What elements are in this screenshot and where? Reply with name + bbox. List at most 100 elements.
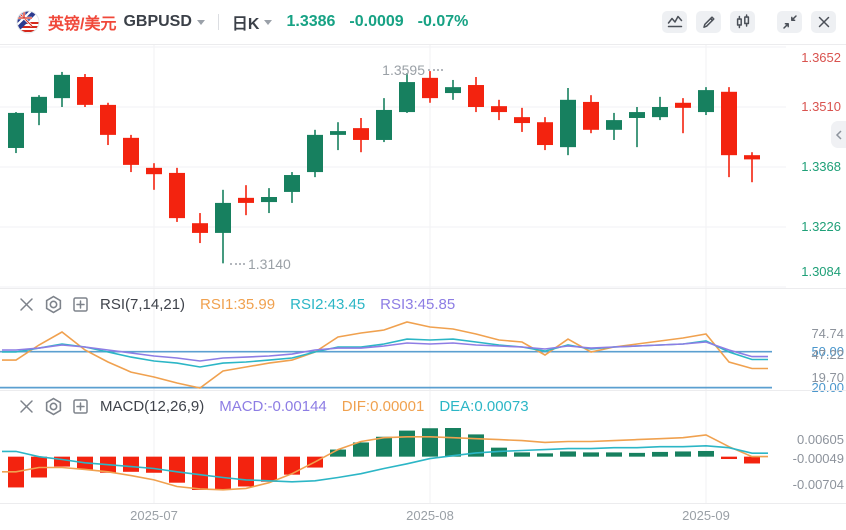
candle-body[interactable] [100,104,116,135]
macd-bar[interactable] [583,452,599,457]
symbol-selector[interactable]: GBPUSD [123,13,205,31]
expand-plus-icon [73,296,88,312]
candlestick-button[interactable] [730,11,755,33]
rsi-expand-button[interactable] [72,296,89,313]
collapse-button[interactable] [777,11,802,33]
macd-settings-button[interactable] [44,397,63,416]
macd-pane-header: MACD(12,26,9) MACD:-0.00144 DIF:0.00001 … [18,392,529,420]
rsi-line-rsi3 [2,341,768,362]
candle-body[interactable] [307,134,323,173]
candle-body[interactable] [284,175,300,192]
candle-body[interactable] [399,82,415,113]
candle-body[interactable] [583,101,599,130]
price-change-pct: -0.07% [417,13,469,30]
period-selector[interactable]: 日K [232,10,273,34]
candle-body[interactable] [606,120,622,130]
macd-bar[interactable] [629,452,645,457]
expand-plus-icon [73,398,88,414]
macd-bar[interactable] [353,442,369,457]
line-chart-button[interactable] [662,11,687,33]
dif-value: DIF:0.00001 [341,397,425,415]
candle-body[interactable] [376,109,392,140]
chart-toolbar [653,11,846,33]
candle-body[interactable] [422,77,438,99]
macd-bar[interactable] [468,434,484,457]
draw-button[interactable] [696,11,721,33]
candle-body[interactable] [54,74,70,99]
rsi-settings-button[interactable] [44,295,63,314]
candle-body[interactable] [560,99,576,148]
macd-bar[interactable] [399,430,415,457]
collapse-arrows-icon [782,15,797,29]
candle-body[interactable] [675,102,691,108]
candle-body[interactable] [744,155,760,160]
macd-bar[interactable] [238,456,254,487]
candle-body[interactable] [238,197,254,203]
macd-bar[interactable] [560,451,576,457]
close-icon [20,399,33,413]
low-annotation: 1.3140 [227,256,291,272]
candle-body[interactable] [330,131,346,135]
macd-bar[interactable] [675,451,691,457]
symbol-label: GBPUSD [123,13,192,30]
macd-bar[interactable] [169,456,185,483]
rsi-close-button[interactable] [18,296,35,313]
candle-body[interactable] [261,197,277,203]
candle-body[interactable] [537,122,553,146]
rsi-line-rsi1 [2,321,768,389]
candle-body[interactable] [445,87,461,94]
macd-bar[interactable] [261,456,277,482]
macd-bar[interactable] [330,449,346,457]
chevron-left-icon [835,129,842,140]
period-label: 日K [231,16,260,33]
rsi3-value: RSI3:45.85 [380,295,456,313]
macd-bar[interactable] [514,452,530,457]
candle-body[interactable] [77,77,93,105]
macd-bar[interactable] [376,436,392,457]
axis-collapse-tab[interactable] [831,121,846,148]
macd-bar[interactable] [721,456,737,460]
price-change: -0.0009 [349,13,404,30]
candle-body[interactable] [192,223,208,233]
pencil-icon [702,16,715,28]
low-annotation-value: 1.3140 [248,256,291,272]
topbar: 英镑/美元 GBPUSD 日K 1.3386 -0.0009 -0.07% [0,0,846,45]
macd-bar[interactable] [192,456,208,490]
candle-body[interactable] [146,167,162,175]
macd-close-button[interactable] [18,398,35,415]
candle-body[interactable] [468,85,484,107]
candle-body[interactable] [652,107,668,118]
candle-body[interactable] [629,112,645,118]
candle-body[interactable] [169,172,185,219]
candle-body[interactable] [721,91,737,156]
macd-bar[interactable] [284,456,300,475]
macd-bar[interactable] [123,456,139,472]
candle-body[interactable] [31,96,47,113]
close-button[interactable] [811,11,836,33]
macd-bar[interactable] [698,450,714,457]
macd-bar[interactable] [146,456,162,473]
macd-bar[interactable] [652,451,668,457]
macd-bar[interactable] [606,452,622,457]
macd-bar[interactable] [215,456,231,490]
close-icon [20,297,33,311]
macd-expand-button[interactable] [72,398,89,415]
chevron-down-icon [264,19,273,25]
candle-body[interactable] [8,112,24,148]
macd-bar[interactable] [422,428,438,457]
high-annotation-value: 1.3595 [382,62,425,78]
candle-body[interactable] [123,137,139,165]
macd-bar[interactable] [537,453,553,457]
macd-bar[interactable] [744,456,760,464]
candle-body[interactable] [215,202,231,233]
time-axis-divider [0,503,846,504]
candle-body[interactable] [353,128,369,140]
macd-value: MACD:-0.00144 [219,397,327,415]
macd-bar[interactable] [445,428,461,457]
candle-body[interactable] [698,90,714,113]
candle-body[interactable] [514,117,530,124]
macd-bar[interactable] [54,456,70,467]
candle-body[interactable] [491,106,507,113]
